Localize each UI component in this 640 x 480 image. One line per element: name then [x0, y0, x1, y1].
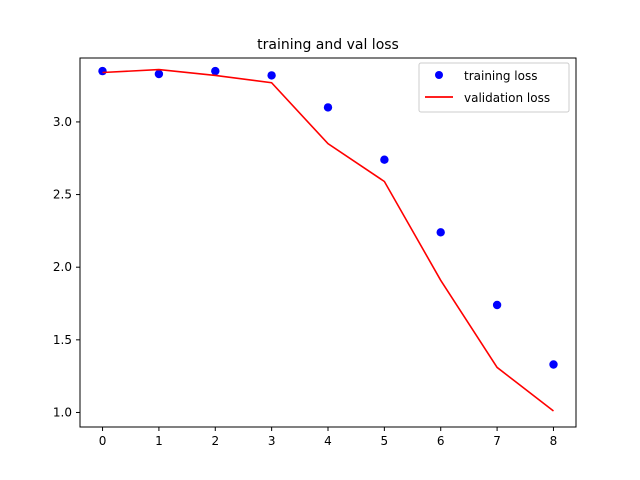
legend-box [418, 62, 570, 113]
x-tick-label: 7 [493, 434, 501, 448]
y-tick-label: 1.0 [53, 405, 72, 419]
data-point-training-loss [436, 228, 445, 237]
series-line-validation-loss [102, 68, 554, 412]
data-point-training-loss [211, 66, 220, 76]
chart-title: training and val loss [257, 37, 399, 53]
legend-marker-training-loss [435, 71, 443, 79]
data-point-training-loss [549, 360, 558, 369]
data-point-training-loss [98, 66, 107, 76]
axes: 0 1 2 3 4 5 6 7 8 1.0 1.5 2.0 2.5 3.0 [53, 57, 577, 448]
data-point-training-loss [267, 71, 276, 80]
data-point-training-loss [380, 155, 389, 164]
y-tick-label: 1.5 [53, 333, 72, 347]
plot-marks [98, 66, 558, 412]
legend: training loss validation loss [418, 62, 570, 113]
y-tick-label: 2.0 [53, 260, 72, 274]
x-tick-label: 5 [381, 434, 389, 448]
data-point-training-loss [492, 300, 502, 310]
legend-label-validation-loss: validation loss [464, 91, 550, 105]
x-tick-label: 8 [550, 434, 558, 448]
data-point-training-loss [323, 103, 333, 112]
x-tick-label: 0 [99, 434, 107, 448]
y-tick-label: 2.5 [53, 188, 72, 202]
x-tick-label: 6 [437, 434, 445, 448]
legend-label-training-loss: training loss [464, 69, 537, 83]
x-tick-label: 4 [324, 434, 332, 448]
y-tick-label: 3.0 [53, 115, 72, 129]
data-point-training-loss [154, 69, 164, 79]
x-tick-label: 3 [268, 434, 276, 448]
x-tick-label: 1 [155, 434, 163, 448]
x-tick-label: 2 [211, 434, 219, 448]
